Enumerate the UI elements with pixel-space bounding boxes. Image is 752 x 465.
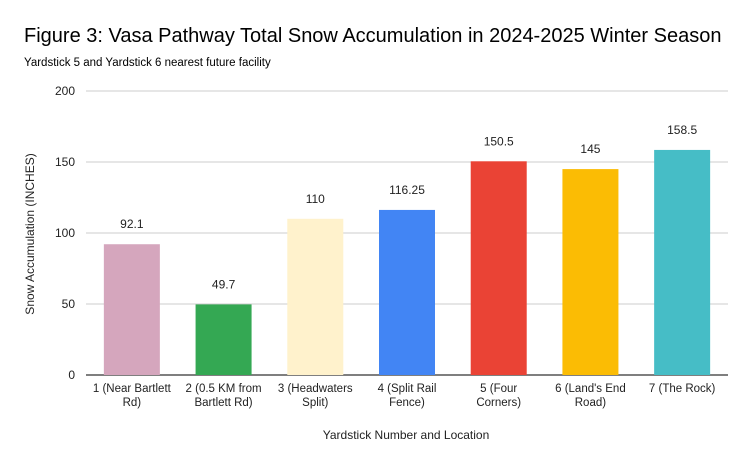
bar-value-label: 116.25 [389,183,425,197]
x-category-label-line: 7 (The Rock) [649,383,716,395]
x-category-label-line: Split) [302,397,328,409]
x-category-label: 2 (0.5 KM from Bartlett Rd) [186,383,262,409]
bar [287,218,344,375]
x-category-label-line: Fence) [389,397,425,409]
x-category-label-line: 6 (Land's End [555,383,626,395]
x-axis-title: Yardstick Number and Location [323,428,490,442]
y-axis-ticks: 0 50 100 150 200 [55,84,75,382]
bar [562,169,619,375]
bar-value-label: 110 [306,192,325,206]
bar-value-label: 49.7 [212,277,236,291]
x-category-label-line: 4 (Split Rail [378,383,437,395]
bar [470,161,527,375]
bar [654,149,711,375]
chart-subtitle: Yardstick 5 and Yardstick 6 nearest futu… [24,57,271,69]
y-axis-title: Snow Accumulation (INCHES) [23,153,37,314]
y-tick-label: 100 [55,226,75,240]
x-category-label: 5 (Four Corners) [476,383,521,409]
bar [379,209,435,375]
chart-title: Figure 3: Vasa Pathway Total Snow Accumu… [24,25,721,47]
x-category-label-line: 5 (Four [480,383,517,395]
x-category-label-line: 3 (Headwaters [278,383,353,395]
x-category-label-line: Road) [575,397,606,409]
x-category-label-line: 2 (0.5 KM from [186,383,262,395]
x-category-label: 3 (Headwaters Split) [278,383,353,409]
x-category-label: 6 (Land's End Road) [555,383,626,409]
y-tick-label: 50 [62,297,76,311]
y-tick-label: 200 [55,84,75,98]
x-category-label: 7 (The Rock) [649,383,716,395]
bars [103,149,711,375]
y-tick-label: 150 [55,155,75,169]
bar-value-label: 158.5 [667,123,697,137]
data-labels: 92.1 49.7 110 116.25 150.5 145 158.5 [120,123,697,291]
y-tick-label: 0 [68,368,75,382]
bar-value-label: 150.5 [484,134,514,148]
bar-value-label: 145 [580,142,600,156]
x-category-label: 4 (Split Rail Fence) [378,383,437,409]
x-category-label: 1 (Near Bartlett Rd) [93,383,172,409]
x-category-label-line: 1 (Near Bartlett [93,383,172,395]
x-category-label-line: Corners) [476,397,521,409]
x-category-label-line: Rd) [123,397,142,409]
bar [103,244,160,375]
x-category-label-line: Bartlett Rd) [194,397,252,409]
bar-value-label: 92.1 [120,217,144,231]
x-axis-categories: 1 (Near Bartlett Rd) 2 (0.5 KM from Bartlet… [93,383,716,409]
bar [195,304,252,375]
